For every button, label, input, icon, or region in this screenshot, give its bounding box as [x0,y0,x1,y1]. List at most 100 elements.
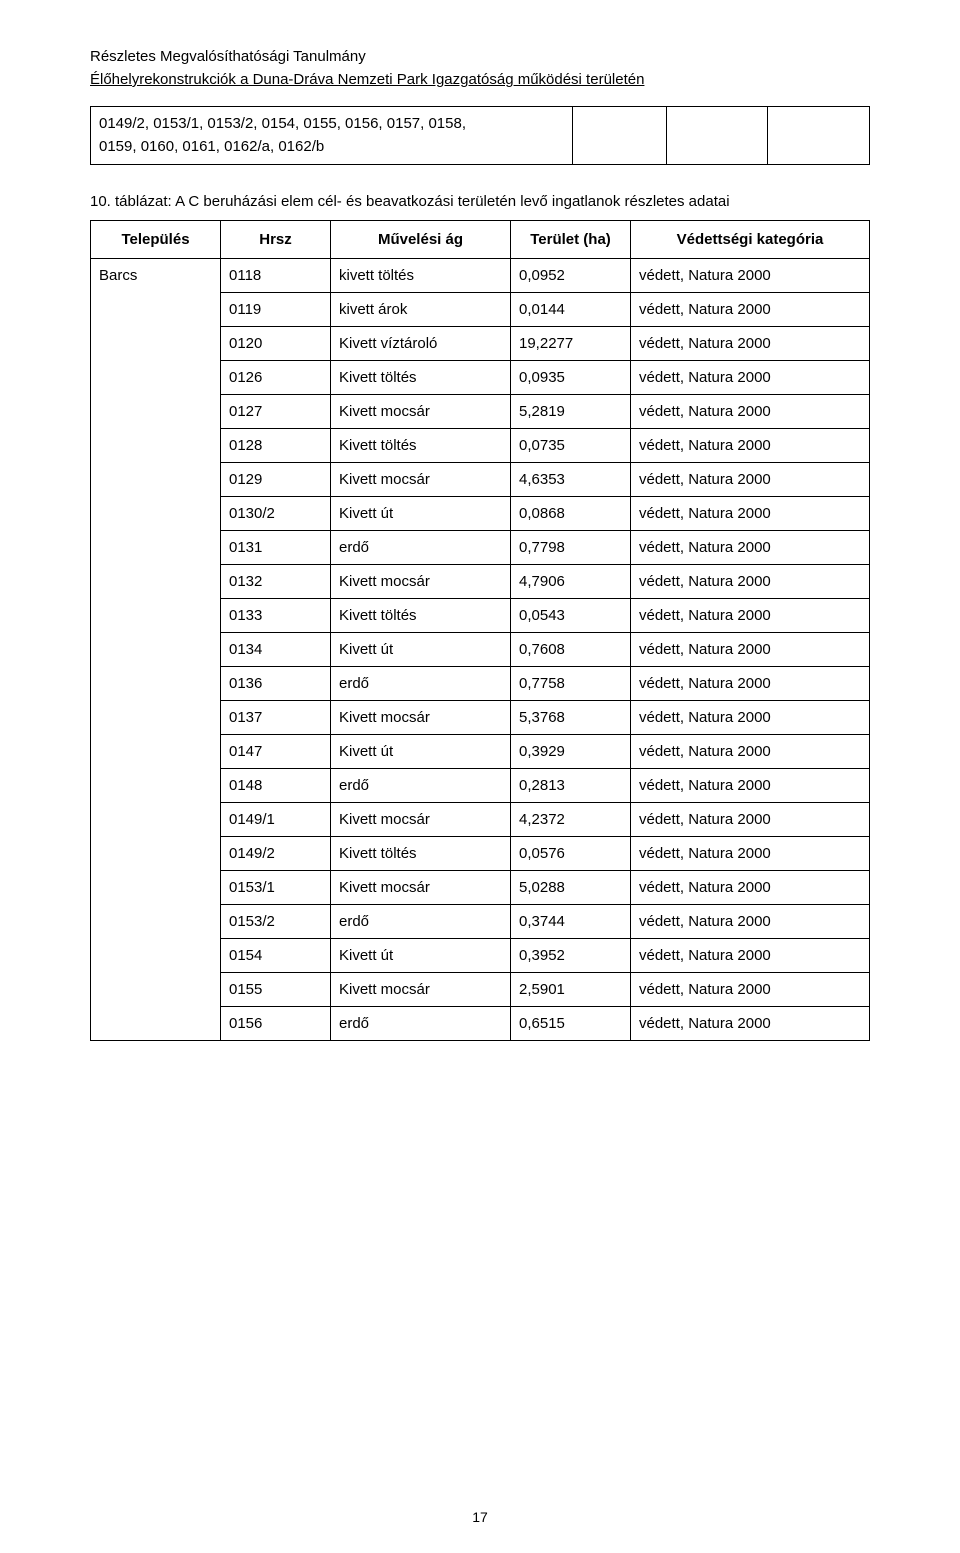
cell-hrsz: 0127 [221,395,331,428]
cell-hrsz: 0118 [221,259,331,292]
cell-hrsz: 0156 [221,1007,331,1040]
cell-terulet: 4,7906 [511,565,631,598]
cell-muvelesi-ag: erdő [331,531,511,564]
cell-muvelesi-ag: Kivett mocsár [331,395,511,428]
cell-vedettseg: védett, Natura 2000 [631,293,869,326]
cell-vedettseg: védett, Natura 2000 [631,769,869,802]
cell-vedettseg: védett, Natura 2000 [631,565,869,598]
table-row: 0155Kivett mocsár2,5901védett, Natura 20… [221,973,869,1007]
table-row: 0131erdő0,7798védett, Natura 2000 [221,531,869,565]
table-row: 0120Kivett víztároló19,2277védett, Natur… [221,327,869,361]
cell-vedettseg: védett, Natura 2000 [631,599,869,632]
doc-title: Részletes Megvalósíthatósági Tanulmány [90,48,870,65]
cell-vedettseg: védett, Natura 2000 [631,701,869,734]
cell-hrsz: 0126 [221,361,331,394]
cell-terulet: 0,6515 [511,1007,631,1040]
table-row: 0127Kivett mocsár5,2819védett, Natura 20… [221,395,869,429]
cell-terulet: 4,2372 [511,803,631,836]
table-row: 0136erdő0,7758védett, Natura 2000 [221,667,869,701]
cell-muvelesi-ag: Kivett mocsár [331,463,511,496]
cell-hrsz: 0120 [221,327,331,360]
cell-terulet: 0,3952 [511,939,631,972]
cell-vedettseg: védett, Natura 2000 [631,259,869,292]
cell-muvelesi-ag: Kivett mocsár [331,701,511,734]
page-number: 17 [0,1509,960,1525]
cell-hrsz: 0154 [221,939,331,972]
hrsz-summary-line1: 0149/2, 0153/1, 0153/2, 0154, 0155, 0156… [99,115,466,132]
table-row: 0156erdő0,6515védett, Natura 2000 [221,1007,869,1040]
table-row: 0149/2Kivett töltés0,0576védett, Natura … [221,837,869,871]
cell-vedettseg: védett, Natura 2000 [631,939,869,972]
cell-muvelesi-ag: Kivett mocsár [331,871,511,904]
col-header-muvelesi-ag: Művelési ág [331,221,511,258]
cell-terulet: 0,0868 [511,497,631,530]
hrsz-summary-text: 0149/2, 0153/1, 0153/2, 0154, 0155, 0156… [91,107,573,164]
cell-vedettseg: védett, Natura 2000 [631,1007,869,1040]
cell-terulet: 5,2819 [511,395,631,428]
cell-hrsz: 0153/1 [221,871,331,904]
settlement-cell: Barcs [91,259,221,1040]
table-data-rows: 0118kivett töltés0,0952védett, Natura 20… [221,259,869,1040]
cell-terulet: 0,0952 [511,259,631,292]
cell-vedettseg: védett, Natura 2000 [631,327,869,360]
table-row: 0134Kivett út0,7608védett, Natura 2000 [221,633,869,667]
table-row: 0148erdő0,2813védett, Natura 2000 [221,769,869,803]
cell-terulet: 0,3929 [511,735,631,768]
cell-terulet: 0,7798 [511,531,631,564]
cell-muvelesi-ag: Kivett mocsár [331,803,511,836]
cell-vedettseg: védett, Natura 2000 [631,463,869,496]
cell-terulet: 0,0735 [511,429,631,462]
doc-subtitle: Élőhelyrekonstrukciók a Duna-Dráva Nemze… [90,71,870,88]
table-row: 0130/2Kivett út0,0868védett, Natura 2000 [221,497,869,531]
cell-vedettseg: védett, Natura 2000 [631,497,869,530]
cell-vedettseg: védett, Natura 2000 [631,837,869,870]
hrsz-summary-line2: 0159, 0160, 0161, 0162/a, 0162/b [99,138,324,155]
cell-muvelesi-ag: Kivett út [331,939,511,972]
cell-terulet: 0,0144 [511,293,631,326]
cell-terulet: 5,3768 [511,701,631,734]
table-row: 0133Kivett töltés0,0543védett, Natura 20… [221,599,869,633]
cell-vedettseg: védett, Natura 2000 [631,871,869,904]
cell-vedettseg: védett, Natura 2000 [631,395,869,428]
table-body: Barcs 0118kivett töltés0,0952védett, Nat… [91,259,869,1040]
cell-terulet: 4,6353 [511,463,631,496]
cell-muvelesi-ag: Kivett töltés [331,429,511,462]
cell-muvelesi-ag: Kivett töltés [331,361,511,394]
cell-vedettseg: védett, Natura 2000 [631,973,869,1006]
col-header-vedettseg: Védettségi kategória [631,221,869,258]
cell-hrsz: 0129 [221,463,331,496]
cell-terulet: 0,7608 [511,633,631,666]
cell-terulet: 0,3744 [511,905,631,938]
table-row: 0119kivett árok0,0144védett, Natura 2000 [221,293,869,327]
table-row: 0118kivett töltés0,0952védett, Natura 20… [221,259,869,293]
cell-muvelesi-ag: erdő [331,667,511,700]
table-header-row: Település Hrsz Művelési ág Terület (ha) … [91,221,869,259]
cell-terulet: 0,0543 [511,599,631,632]
cell-hrsz: 0149/2 [221,837,331,870]
cell-vedettseg: védett, Natura 2000 [631,667,869,700]
table-row: 0153/2erdő0,3744védett, Natura 2000 [221,905,869,939]
table-row: 0128Kivett töltés0,0735védett, Natura 20… [221,429,869,463]
cell-muvelesi-ag: Kivett töltés [331,599,511,632]
table-row: 0137Kivett mocsár5,3768védett, Natura 20… [221,701,869,735]
cell-hrsz: 0130/2 [221,497,331,530]
cell-vedettseg: védett, Natura 2000 [631,429,869,462]
cell-muvelesi-ag: kivett árok [331,293,511,326]
table-row: 0153/1Kivett mocsár5,0288védett, Natura … [221,871,869,905]
cell-muvelesi-ag: Kivett út [331,735,511,768]
cell-muvelesi-ag: Kivett út [331,633,511,666]
hrsz-summary-empty-1 [573,107,666,164]
cell-vedettseg: védett, Natura 2000 [631,803,869,836]
cell-terulet: 5,0288 [511,871,631,904]
cell-terulet: 19,2277 [511,327,631,360]
cell-terulet: 0,2813 [511,769,631,802]
cell-hrsz: 0134 [221,633,331,666]
hrsz-summary-empty-2 [667,107,768,164]
table-row: 0129Kivett mocsár4,6353védett, Natura 20… [221,463,869,497]
cell-hrsz: 0131 [221,531,331,564]
cell-hrsz: 0136 [221,667,331,700]
cell-hrsz: 0128 [221,429,331,462]
cell-terulet: 2,5901 [511,973,631,1006]
cell-hrsz: 0137 [221,701,331,734]
cell-vedettseg: védett, Natura 2000 [631,905,869,938]
